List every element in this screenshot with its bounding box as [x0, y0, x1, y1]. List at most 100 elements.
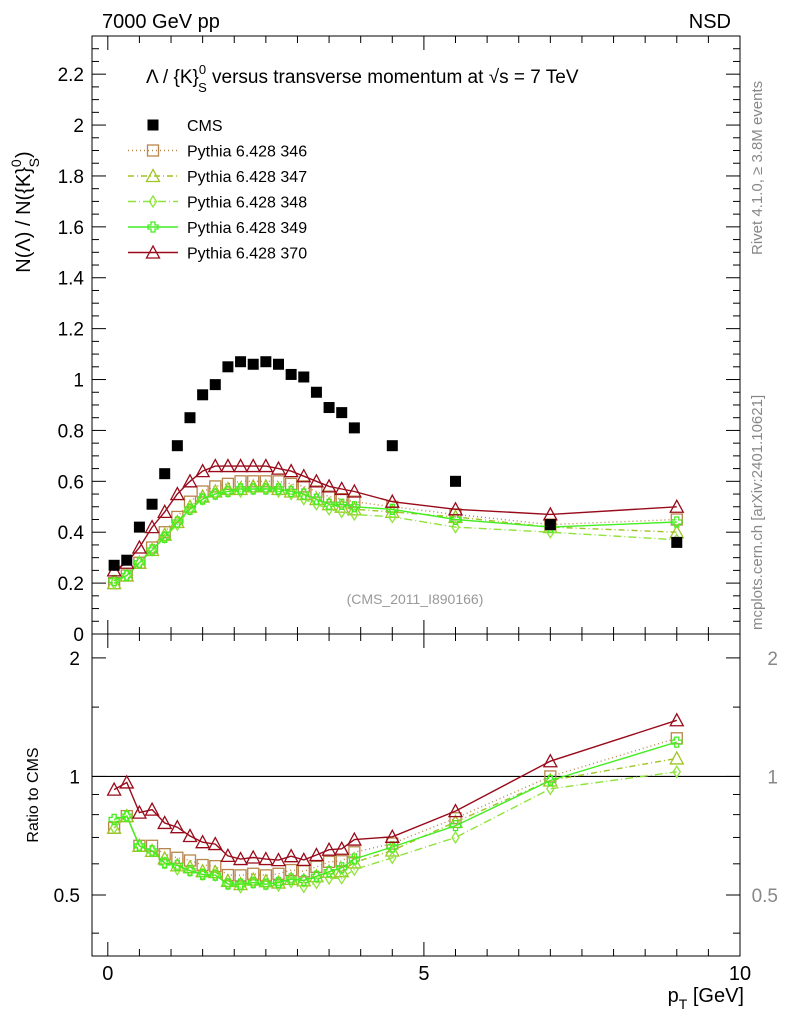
legend-label: Pythia 6.428 346: [187, 144, 307, 161]
ratio-point: [310, 870, 323, 882]
ratio-point: [220, 873, 236, 888]
ratio-point: [169, 819, 185, 834]
series-point: [209, 488, 221, 500]
series-point: [232, 458, 249, 473]
data-point: [247, 358, 259, 370]
series-point: [260, 483, 272, 495]
mcplots-source-label: mcplots.cern.ch [arXiv:2401.10621]: [749, 395, 766, 630]
data-point: [159, 468, 171, 480]
series-point: [146, 544, 158, 556]
y-tick-label: 1: [73, 371, 84, 392]
legend-marker: [145, 168, 161, 183]
series-point: [270, 460, 287, 475]
legend-label: Pythia 6.428 347: [187, 169, 307, 186]
ratio-point: [283, 848, 299, 863]
data-point: [450, 475, 462, 487]
data-point: [323, 402, 335, 414]
legend-marker: [147, 221, 159, 233]
ratio-point: [106, 781, 122, 796]
ratio-point: [232, 851, 249, 866]
rivet-version-label: Rivet 4.1.0, ≥ 3.8M events: [749, 81, 766, 255]
ratio-point: [222, 878, 234, 890]
legend-marker: [148, 194, 158, 209]
series-4: [106, 458, 685, 867]
series-point: [258, 478, 274, 493]
data-point: [544, 519, 556, 531]
series-point: [384, 493, 400, 508]
legend-marker: [146, 144, 160, 157]
ratio-point: [195, 834, 211, 849]
series-point: [220, 481, 236, 496]
series-point: [348, 501, 361, 513]
ratio-tick-label-right: 1: [767, 767, 778, 788]
y-tick-label: 2: [73, 116, 84, 137]
series-point: [133, 557, 146, 569]
ratio-point: [182, 828, 198, 843]
ratio-panel-frame: [91, 633, 741, 957]
y-axis-label: N(Λ) / N({K}0 S): [8, 151, 42, 272]
ratio-point: [146, 845, 158, 857]
y-tick-label: 1.4: [58, 269, 85, 290]
ratio-point: [157, 850, 173, 865]
series-point: [121, 569, 133, 582]
data-point: [285, 368, 297, 380]
ratio-point: [671, 736, 683, 748]
ratio-point: [670, 732, 683, 745]
series-point: [245, 478, 261, 493]
ratio-point: [384, 842, 400, 857]
ratio-point: [209, 869, 221, 881]
ratio-point: [272, 876, 285, 889]
series-point: [207, 483, 223, 498]
header-left: 7000 GeV pp: [102, 11, 220, 33]
data-point: [336, 407, 348, 419]
ratio-axis-label: Ratio to CMS: [25, 747, 42, 842]
series-point: [221, 477, 235, 491]
series-point: [259, 475, 273, 488]
legend: CMS Pythia 6.428 346 Pythia 6.428 347 Pythi…: [128, 118, 307, 263]
ratio-point: [669, 712, 685, 727]
legend-item: Pythia 6.428 370: [128, 244, 307, 263]
series-point: [272, 483, 285, 495]
series-point: [308, 473, 325, 488]
series-point: [322, 490, 336, 503]
legend-label: Pythia 6.428 348: [187, 195, 307, 212]
y-tick-label: 2.2: [58, 65, 84, 86]
series-line: [113, 465, 677, 571]
data-point: [146, 498, 158, 510]
ratio-point: [334, 863, 350, 878]
ratio-point: [207, 836, 223, 851]
series-point: [310, 485, 323, 498]
legend-label: Pythia 6.428 349: [187, 220, 307, 237]
series-point: [323, 498, 335, 510]
ratio-point: [322, 855, 336, 869]
series-point: [220, 458, 236, 473]
y-tick-label: 1.8: [58, 167, 84, 188]
series-point: [173, 517, 182, 532]
ratio-tick-label-right: 0.5: [752, 886, 778, 907]
data-point: [310, 386, 322, 398]
series-point: [321, 478, 337, 493]
ratio-point: [388, 851, 397, 865]
data-point: [222, 361, 234, 373]
series-point: [144, 519, 160, 534]
ratio-point: [234, 878, 247, 890]
series-point: [388, 510, 397, 524]
ratio-point: [159, 857, 171, 869]
series-line: [113, 485, 677, 584]
series-point: [131, 539, 148, 554]
series-0: [107, 475, 683, 882]
series-point: [258, 458, 274, 473]
data-point: [298, 371, 310, 383]
legend-item: CMS: [147, 118, 223, 135]
series-point: [336, 498, 348, 510]
y-tick-label: 0.2: [58, 574, 84, 595]
ratio-point: [247, 876, 259, 889]
data-point: [386, 440, 398, 452]
series-point: [451, 520, 460, 534]
series-point: [222, 485, 234, 498]
ratio-point: [386, 837, 399, 850]
ratio-point: [296, 852, 312, 867]
data-point: [108, 559, 120, 571]
legend-label: CMS: [187, 118, 223, 135]
